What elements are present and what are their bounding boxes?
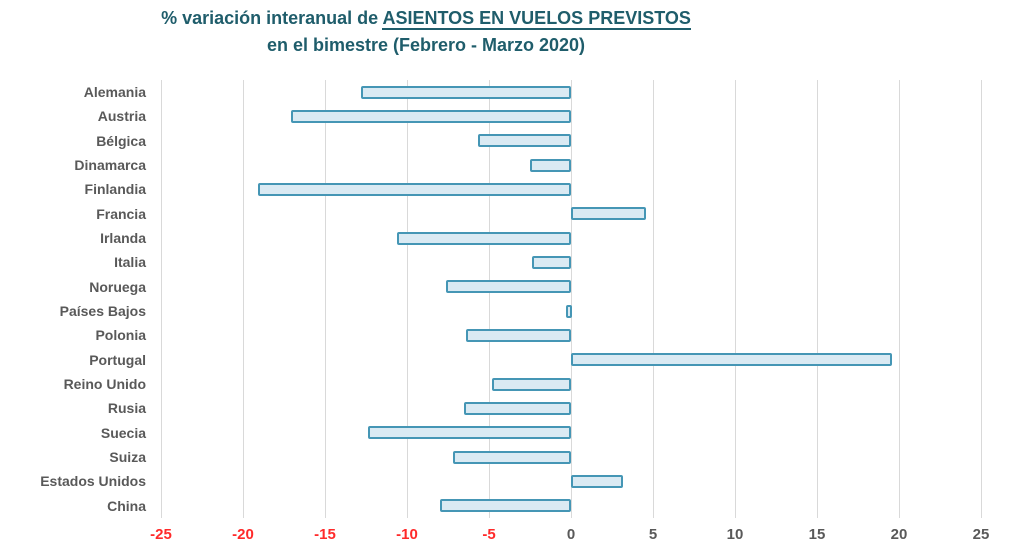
category-label: Polonia [95, 327, 146, 343]
bar [446, 280, 571, 293]
x-tick-label: 5 [648, 526, 658, 543]
gridline [161, 80, 162, 518]
category-label: Reino Unido [63, 376, 146, 392]
gridline [653, 80, 654, 518]
x-tick-label: 10 [726, 526, 744, 543]
bar [466, 329, 571, 342]
gridline [571, 80, 572, 518]
chart-title-underlined: ASIENTOS EN VUELOS PREVISTOS [382, 8, 691, 30]
x-tick-label: -5 [482, 526, 496, 543]
gridline [243, 80, 244, 518]
category-label: Países Bajos [59, 303, 146, 319]
gridline [899, 80, 900, 518]
bar [361, 86, 571, 99]
x-tick-label: -10 [396, 526, 418, 543]
gridline [489, 80, 490, 518]
bar [291, 110, 571, 123]
x-tick-label: 20 [890, 526, 908, 543]
bar [532, 256, 571, 269]
x-tick-label: -25 [150, 526, 172, 543]
category-label: Finlandia [84, 181, 146, 197]
category-label: Estados Unidos [40, 473, 146, 489]
category-label: Dinamarca [74, 157, 146, 173]
bar [530, 159, 571, 172]
category-label: China [107, 498, 146, 514]
x-tick-label: -15 [314, 526, 336, 543]
category-label: Portugal [89, 352, 146, 368]
bar [464, 402, 571, 415]
category-label: Rusia [107, 400, 146, 416]
chart-title: % variación interanual de ASIENTOS EN VU… [0, 5, 852, 59]
category-label: Alemania [83, 84, 146, 100]
bar [571, 475, 623, 488]
gridline [817, 80, 818, 518]
chart-title-line2: en el bimestre (Febrero - Marzo 2020) [266, 35, 586, 55]
category-label: Suiza [109, 449, 146, 465]
category-label: Bélgica [96, 133, 146, 149]
bar [566, 305, 572, 318]
bar [478, 134, 571, 147]
chart-title-prefix: % variación interanual de [161, 8, 383, 28]
category-label: Austria [97, 108, 146, 124]
bar [258, 183, 571, 196]
bar [453, 451, 571, 464]
bar [571, 207, 646, 220]
bar [571, 353, 892, 366]
x-tick-label: 15 [808, 526, 826, 543]
gridline [981, 80, 982, 518]
x-tick-label: -20 [232, 526, 254, 543]
x-tick-label: 25 [972, 526, 990, 543]
category-label: Suecia [100, 425, 146, 441]
category-label: Francia [96, 206, 146, 222]
gridline [735, 80, 736, 518]
x-tick-label: 0 [566, 526, 576, 543]
bar [492, 378, 571, 391]
bar [368, 426, 571, 439]
category-label: Irlanda [100, 230, 146, 246]
chart-title-line1: % variación interanual de ASIENTOS EN VU… [0, 5, 852, 32]
category-label: Noruega [89, 279, 146, 295]
gridline [325, 80, 326, 518]
category-label: Italia [114, 254, 146, 270]
bar [397, 232, 571, 245]
bar [440, 499, 571, 512]
gridline [407, 80, 408, 518]
